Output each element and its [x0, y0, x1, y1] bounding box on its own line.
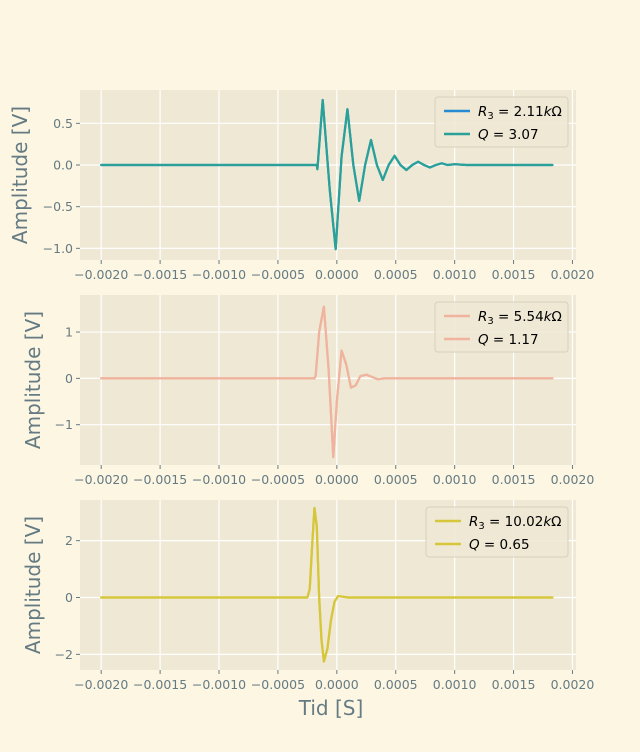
- legend-value: = 0.65: [480, 537, 530, 553]
- legend-unit-prefix: k: [543, 514, 552, 530]
- y-tick-label: −2: [55, 647, 73, 662]
- legend-entry-label: R3 = 5.54kΩ: [478, 309, 562, 327]
- x-tick-label: −0.0005: [251, 267, 305, 282]
- y-axis-label: Amplitude [V]: [8, 106, 32, 244]
- x-tick-label: 0.0020: [551, 677, 595, 692]
- x-tick-label: −0.0020: [74, 472, 128, 487]
- legend-frame: [425, 506, 569, 558]
- x-tick-label: −0.0005: [251, 472, 305, 487]
- legend-entry-label: R3 = 2.11kΩ: [478, 104, 562, 122]
- x-tick-label: 0.0015: [492, 472, 536, 487]
- legend-value: = 1.17: [489, 332, 539, 348]
- legend: R3 = 2.11kΩ Q = 3.07: [434, 96, 569, 148]
- legend-symbol: Q: [478, 127, 489, 143]
- y-tick-label: 1: [65, 325, 73, 340]
- y-tick-label: 0.5: [53, 116, 73, 131]
- legend-subscript: 3: [478, 521, 484, 532]
- y-tick-label: 0: [65, 590, 73, 605]
- x-tick-label: −0.0020: [74, 267, 128, 282]
- y-tick-label: −1: [55, 417, 73, 432]
- series-group: [100, 506, 554, 663]
- panel-2: −0.0020 −0.0015 −0.0010 −0.0005 0.0000 0.0005…: [21, 295, 594, 487]
- x-tick-label: −0.0010: [192, 267, 246, 282]
- legend-unit: Ω: [552, 104, 562, 120]
- panel-1: −0.0020 −0.0015 −0.0010 −0.0005 0.0000 0.0005…: [8, 90, 594, 282]
- legend-unit: Ω: [551, 514, 561, 530]
- legend-entry-label: Q = 0.65: [469, 537, 530, 553]
- y-tick-label: −0.5: [43, 199, 73, 214]
- x-tick-label: 0.0020: [551, 267, 595, 282]
- legend: R3 = 10.02kΩ Q = 0.65: [425, 506, 569, 558]
- x-tick-label: 0.0010: [433, 267, 477, 282]
- legend-entry-label: R3 = 10.02kΩ: [469, 514, 561, 532]
- legend-entry-label: Q = 3.07: [478, 127, 539, 143]
- x-tick-label: 0.0015: [492, 267, 536, 282]
- x-axis-label: Tid [S]: [298, 696, 364, 720]
- x-tick-label: −0.0020: [74, 677, 128, 692]
- x-tick-label: 0.0000: [315, 472, 359, 487]
- legend: R3 = 5.54kΩ Q = 1.17: [434, 301, 569, 353]
- legend-symbol: R: [478, 309, 487, 325]
- series-group: [100, 305, 554, 459]
- y-axis-label: Amplitude [V]: [21, 516, 45, 654]
- x-tick-label: −0.0010: [192, 677, 246, 692]
- legend-value: = 10.02: [485, 514, 544, 530]
- x-tick-label: 0.0005: [374, 267, 418, 282]
- series-line-2: [100, 506, 554, 663]
- y-tick-label: 0: [65, 371, 73, 386]
- legend-value: = 3.07: [489, 127, 539, 143]
- x-tick-label: −0.0005: [251, 677, 305, 692]
- x-tick-label: −0.0015: [133, 677, 187, 692]
- y-tick-label: 2: [65, 533, 73, 548]
- series-line-2: [100, 98, 554, 251]
- x-tick-label: 0.0000: [315, 677, 359, 692]
- legend-symbol: R: [478, 104, 487, 120]
- y-tick-label: −1.0: [43, 241, 73, 256]
- legend-unit: Ω: [552, 309, 562, 325]
- legend-value: = 2.11: [494, 104, 544, 120]
- x-tick-label: −0.0015: [133, 472, 187, 487]
- x-tick-label: −0.0015: [133, 267, 187, 282]
- legend-value: = 5.54: [494, 309, 544, 325]
- series-line-2: [100, 305, 554, 459]
- legend-entry-label: Q = 1.17: [478, 332, 539, 348]
- legend-symbol: Q: [469, 537, 480, 553]
- legend-subscript: 3: [487, 111, 493, 122]
- x-tick-label: 0.0005: [374, 472, 418, 487]
- y-axis-label: Amplitude [V]: [21, 311, 45, 449]
- legend-subscript: 3: [487, 316, 493, 327]
- series-group: [100, 98, 554, 251]
- y-tick-label: 0.0: [53, 158, 73, 173]
- panel-3: −0.0020 −0.0015 −0.0010 −0.0005 0.0000 0.0005…: [21, 500, 594, 720]
- x-tick-label: 0.0005: [374, 677, 418, 692]
- x-tick-label: 0.0010: [433, 677, 477, 692]
- x-tick-label: −0.0010: [192, 472, 246, 487]
- legend-unit-prefix: k: [544, 104, 553, 120]
- x-tick-label: 0.0000: [315, 267, 359, 282]
- legend-unit-prefix: k: [544, 309, 553, 325]
- legend-symbol: Q: [478, 332, 489, 348]
- x-tick-label: 0.0020: [551, 472, 595, 487]
- x-tick-label: 0.0010: [433, 472, 477, 487]
- legend-symbol: R: [469, 514, 478, 530]
- x-tick-label: 0.0015: [492, 677, 536, 692]
